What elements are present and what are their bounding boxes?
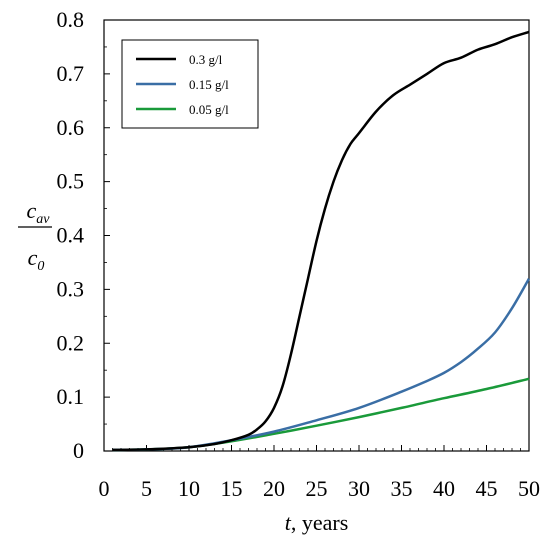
x-tick-label: 50 bbox=[518, 476, 540, 501]
y-tick-label: 0 bbox=[73, 438, 84, 463]
y-tick-label: 0.3 bbox=[57, 276, 85, 301]
x-tick-label: 25 bbox=[306, 476, 328, 501]
x-tick-label: 15 bbox=[221, 476, 243, 501]
y-tick-label: 0.5 bbox=[57, 169, 85, 194]
x-tick-label: 20 bbox=[263, 476, 285, 501]
x-axis-variable: t bbox=[285, 510, 292, 535]
series-line-2 bbox=[112, 377, 530, 452]
series-lines bbox=[112, 30, 531, 452]
y-tick-label: 0.2 bbox=[57, 330, 85, 355]
y-axis-label: cav c0 bbox=[18, 198, 52, 274]
y-axis-denominator: c0 bbox=[28, 245, 45, 274]
x-tick-label: 0 bbox=[99, 476, 110, 501]
legend-label-2: 0.05 g/l bbox=[189, 102, 229, 117]
x-axis-label: t, years bbox=[285, 510, 349, 535]
x-tick-label: 35 bbox=[391, 476, 413, 501]
y-tick-label: 0.4 bbox=[57, 223, 85, 248]
y-tick-label: 0.1 bbox=[57, 384, 85, 409]
y-tick-label: 0.7 bbox=[57, 61, 85, 86]
y-tick-label: 0.8 bbox=[57, 7, 85, 32]
legend: 0.3 g/l 0.15 g/l 0.05 g/l bbox=[121, 39, 259, 129]
legend-label-1: 0.15 g/l bbox=[189, 77, 229, 92]
y-tick-label: 0.6 bbox=[57, 115, 85, 140]
axis-ticks: 0 5 10 15 20 25 30 35 40 45 50 0 0.1 0.2 0.3 0.4 0.5 0.6 0… bbox=[57, 7, 541, 501]
legend-label-0: 0.3 g/l bbox=[189, 52, 223, 67]
series-line-0 bbox=[112, 30, 530, 452]
x-tick-label: 5 bbox=[141, 476, 152, 501]
x-tick-label: 30 bbox=[348, 476, 370, 501]
x-tick-label: 10 bbox=[178, 476, 200, 501]
y-axis-numerator: cav bbox=[27, 198, 51, 227]
x-tick-label: 45 bbox=[476, 476, 498, 501]
x-tick-label: 40 bbox=[433, 476, 455, 501]
x-axis-unit: , years bbox=[291, 510, 348, 535]
